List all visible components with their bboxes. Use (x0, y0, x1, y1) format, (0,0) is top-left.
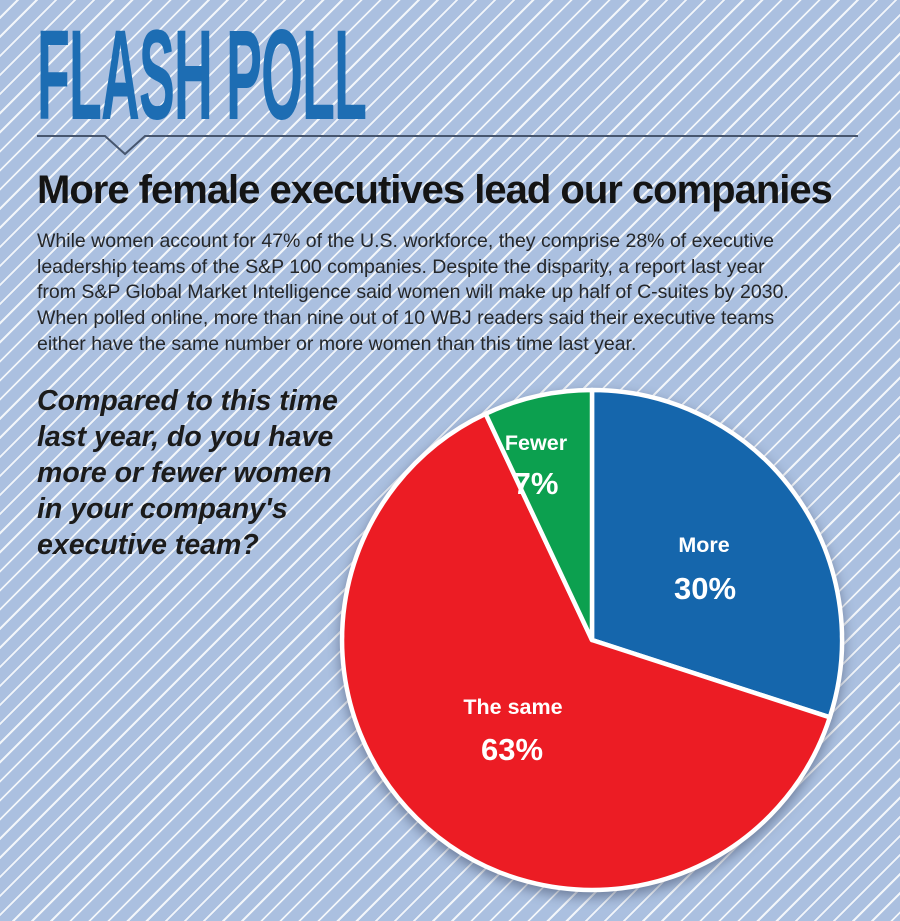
pie-slices (339, 387, 845, 893)
divider-notch-path (37, 135, 858, 156)
pie-label-more: More (678, 533, 729, 557)
pie-chart: More 30% The same 63% Fewer 7% (339, 387, 845, 893)
article-body-paragraph: While women account for 47% of the U.S. … (37, 230, 789, 355)
pie-percent-fewer: 7% (514, 466, 559, 501)
pie-slice-same (339, 411, 833, 893)
pie-labels: More 30% The same 63% Fewer 7% (463, 431, 736, 767)
pie-slice-more (589, 387, 845, 720)
pie-label-same: The same (463, 695, 562, 719)
pie-slice-fewer (483, 387, 595, 643)
pie-label-fewer: Fewer (505, 431, 568, 455)
pie-percent-more: 30% (674, 571, 736, 606)
poll-question: Compared to this time last year, do you … (37, 385, 338, 561)
notched-divider-line (37, 135, 858, 156)
article-headline: More female executives lead our companie… (37, 168, 833, 212)
pie-percent-same: 63% (481, 732, 543, 767)
masthead-title: FLASH POLL (37, 4, 367, 147)
